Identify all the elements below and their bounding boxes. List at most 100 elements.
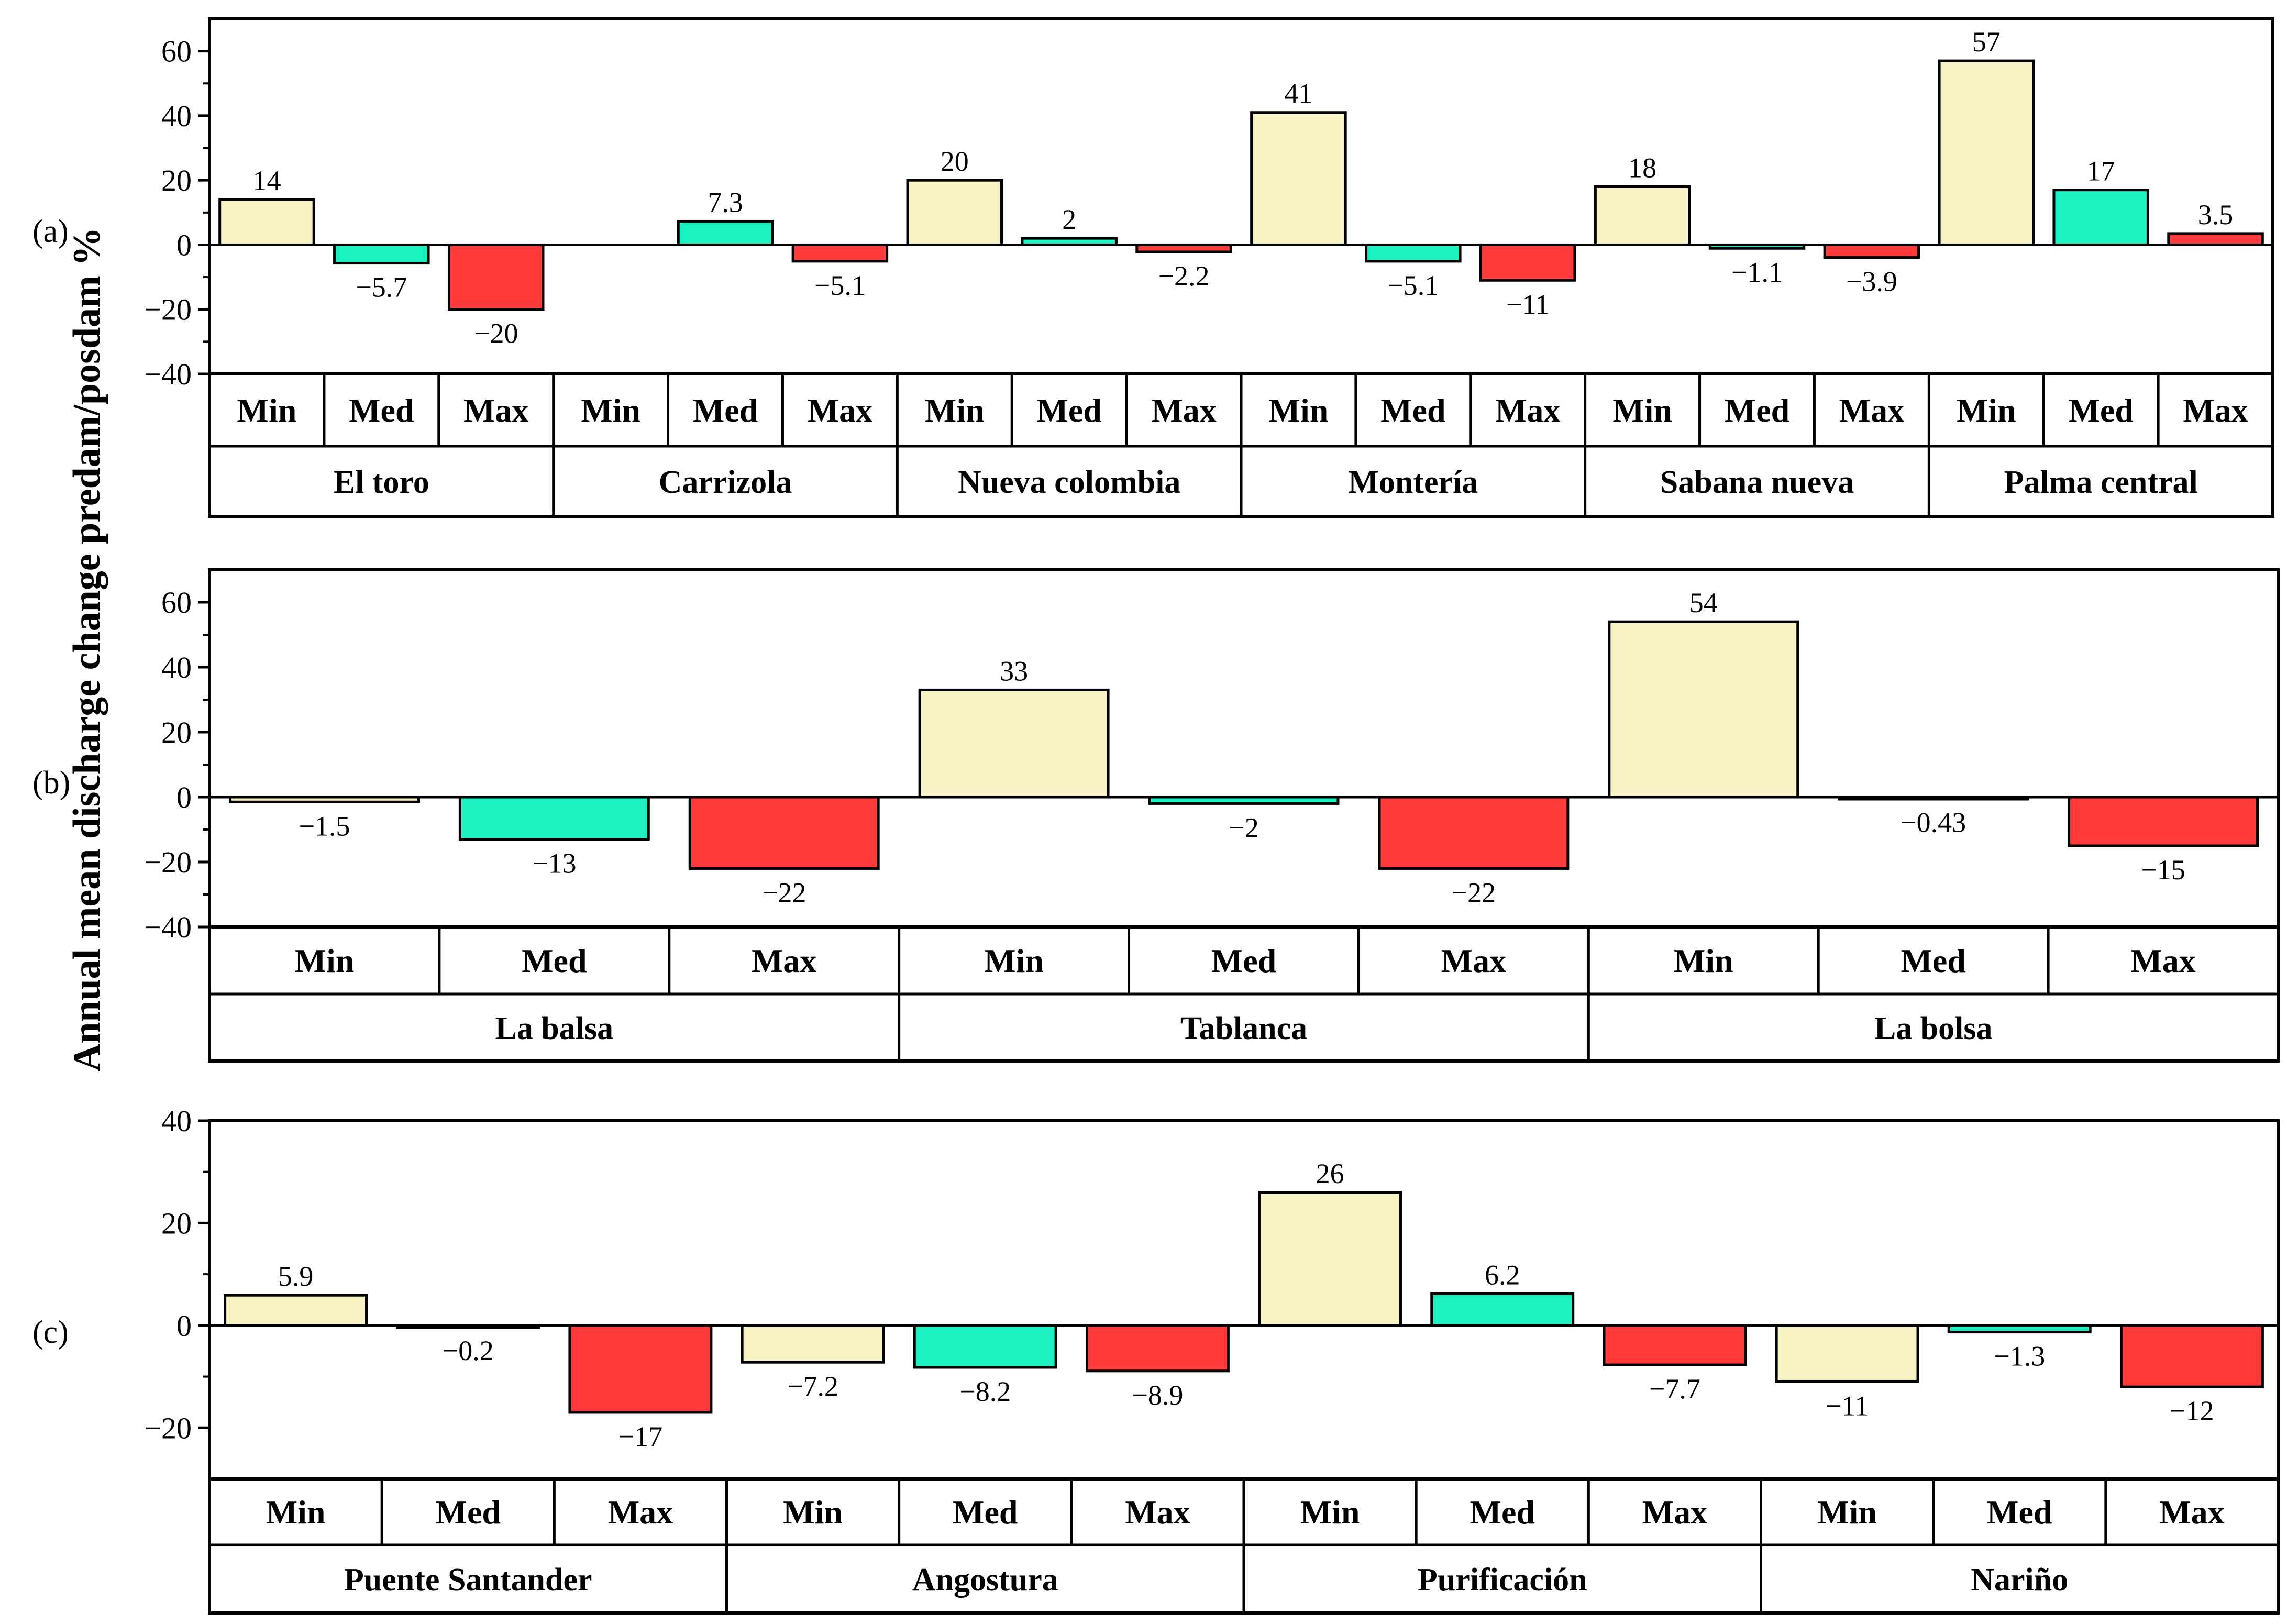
category-label: Min [237, 392, 297, 429]
bar-min [1938, 59, 2035, 246]
bar-max [1135, 243, 1232, 253]
bar-med [1947, 1324, 2092, 1334]
bar-max [2068, 796, 2259, 847]
category-label: Max [2183, 392, 2248, 429]
data-label: −8.2 [959, 1376, 1011, 1407]
data-label: −2 [1229, 812, 1258, 843]
category-label: Min [266, 1494, 326, 1531]
bar-med [1838, 796, 2029, 801]
category-label: Med [1470, 1494, 1535, 1531]
data-label: −1.5 [299, 810, 350, 842]
data-label: −2.2 [1158, 260, 1210, 292]
data-label: −1.1 [1731, 257, 1783, 288]
category-label: Med [522, 942, 587, 979]
bar-max [447, 243, 545, 311]
data-label: −15 [2141, 854, 2185, 886]
category-label: Min [295, 942, 355, 979]
group-label: Tablanca [1180, 1011, 1307, 1046]
category-label: Med [2068, 392, 2133, 429]
panel-3: (c) 40 20 0 −20 5.9 −0.2 −17 −7.2 −8.2 −8.9 26 6.2 −7… [32, 1104, 2280, 1615]
data-label: −12 [2170, 1395, 2214, 1427]
bar-max [1603, 1324, 1747, 1366]
category-label: Max [1125, 1494, 1190, 1531]
category-label: Med [349, 392, 414, 429]
bar-max [2167, 232, 2264, 246]
y-tick-label: −40 [144, 357, 192, 391]
y-tick-label: 40 [161, 99, 192, 133]
category-label: Min [1612, 392, 1672, 429]
bar-max [568, 1324, 713, 1414]
data-label: −0.2 [443, 1335, 494, 1366]
category-label: Max [752, 942, 816, 979]
panel-label: (a) [32, 214, 69, 249]
group-label: Carrizola [659, 465, 792, 500]
bar-med [2052, 189, 2149, 246]
bar-med [677, 219, 774, 246]
bar-med [333, 243, 430, 265]
panel-label: (b) [32, 765, 70, 801]
plot-frame [208, 568, 2280, 929]
data-label: 26 [1316, 1158, 1344, 1189]
bar-min [229, 796, 420, 803]
panel-2: (b) 60 40 20 0 −20 −40 −1.5 −13 −22 33 −2 −22 54 −0.43… [32, 568, 2280, 1063]
data-label: −0.43 [1901, 807, 1966, 838]
plot-frame [208, 1119, 2280, 1481]
bar-min [218, 198, 315, 246]
data-label: −7.2 [787, 1371, 838, 1402]
group-label: El toro [334, 465, 429, 500]
group-label: La balsa [495, 1011, 613, 1046]
data-label: 33 [1000, 655, 1028, 687]
bar-min [918, 688, 1110, 799]
category-label: Med [1725, 392, 1789, 429]
data-label: −11 [1506, 289, 1549, 320]
bar-min [741, 1324, 885, 1364]
category-label: Min [1957, 392, 2016, 429]
bar-max [2119, 1324, 2264, 1388]
group-label: Purificación [1418, 1562, 1587, 1598]
group-label: Palma central [2004, 465, 2198, 500]
data-label: 2 [1062, 204, 1076, 235]
data-label: −5.1 [1387, 270, 1439, 301]
category-label: Min [984, 942, 1044, 979]
y-tick-label: 0 [176, 1309, 192, 1343]
data-label: −22 [762, 877, 806, 908]
category-label: Max [1441, 942, 1506, 979]
data-label: 41 [1284, 78, 1312, 109]
y-tick-label: 0 [176, 780, 192, 814]
group-label: Nueva colombia [958, 465, 1180, 500]
data-label: 18 [1628, 152, 1656, 184]
y-tick-label: 20 [161, 163, 192, 197]
bar-max [791, 243, 889, 263]
group-label: Puente Santander [344, 1562, 592, 1598]
group-label: Sabana nueva [1660, 465, 1854, 500]
bar-min [1250, 111, 1347, 246]
bar-max [1479, 243, 1576, 282]
category-label: Min [783, 1494, 843, 1531]
bar-med [1021, 237, 1118, 246]
group-label: Angostura [912, 1562, 1058, 1598]
data-label: −5.1 [814, 270, 866, 301]
category-label: Min [1300, 1494, 1360, 1531]
bar-med [458, 796, 650, 841]
bar-min [1608, 620, 1799, 799]
category-label: Max [608, 1494, 673, 1531]
bar-min [224, 1294, 368, 1327]
data-label: −1.3 [1994, 1341, 2045, 1372]
y-tick-label: 40 [161, 1104, 192, 1138]
data-label: 17 [2087, 156, 2115, 187]
category-label: Med [953, 1494, 1018, 1531]
category-label: Max [1839, 392, 1904, 429]
category-label: Min [925, 392, 985, 429]
category-label: Med [436, 1494, 501, 1531]
y-tick-label: 20 [161, 715, 192, 749]
y-tick-label: 60 [161, 585, 192, 620]
bar-min [906, 179, 1003, 246]
y-axis-label: Annual mean discharge change predam/posd… [65, 227, 108, 1071]
data-label: 7.3 [708, 186, 743, 218]
y-tick-label: −40 [144, 910, 192, 944]
y-tick-label: 20 [161, 1206, 192, 1240]
data-label: 57 [1972, 26, 2001, 58]
category-label: Med [693, 392, 758, 429]
category-label: Max [808, 392, 872, 429]
data-label: 5.9 [278, 1261, 314, 1292]
